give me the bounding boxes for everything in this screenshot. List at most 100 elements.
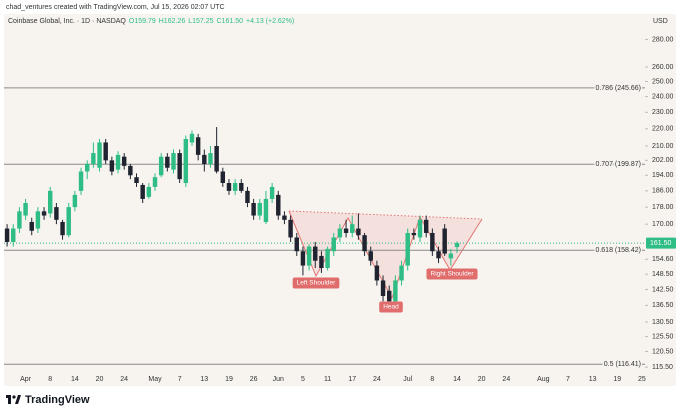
candle-body — [356, 228, 361, 236]
candle-body — [454, 243, 460, 248]
x-tick-label: 20 — [478, 376, 486, 383]
x-tick-label: Apr — [20, 376, 32, 383]
candle-body — [35, 211, 41, 229]
fib-label: 0.707 (199.87) — [595, 161, 641, 168]
candle-body — [337, 228, 343, 238]
candle-body — [442, 228, 447, 254]
header: chad_ventures created with TradingView.c… — [6, 4, 225, 11]
candle-body — [72, 194, 78, 208]
candle-body — [171, 153, 176, 170]
y-tick-label: 260.00 — [652, 64, 674, 71]
candle-body — [294, 237, 299, 252]
candle-body — [245, 190, 250, 204]
candle-body — [29, 221, 34, 231]
candle-body — [152, 177, 158, 187]
y-tick-label: 125.50 — [652, 333, 674, 340]
ohlc-value: H162.26 — [159, 18, 186, 25]
candle-body — [78, 171, 84, 191]
y-tick-label: 170.00 — [652, 221, 674, 228]
fib-label: 0.618 (158.42) — [595, 247, 641, 254]
candle-body — [430, 232, 435, 252]
candle-body — [97, 142, 102, 168]
pattern-label-box — [426, 268, 478, 280]
candle-body — [423, 219, 429, 233]
candle-body — [276, 194, 281, 216]
y-tick-label: 154.60 — [652, 256, 674, 263]
candle-body — [84, 164, 90, 172]
ohlc-value: C161.50 — [217, 18, 244, 25]
y-tick-label: 178.00 — [652, 204, 674, 211]
candle-body — [183, 138, 189, 183]
x-tick-label: 7 — [178, 376, 182, 383]
candle-body — [11, 228, 16, 242]
last-price-box — [646, 237, 676, 249]
x-tick-label: 20 — [96, 376, 104, 383]
candle-body — [134, 177, 139, 183]
candle-body — [362, 235, 367, 252]
pattern-label-box — [379, 301, 403, 313]
candle-body — [448, 253, 454, 259]
candle-body — [288, 219, 293, 238]
pattern-label-text: Left Shoulder — [297, 280, 337, 287]
y-tick-label: 186.00 — [652, 188, 674, 195]
candle-body — [331, 237, 336, 252]
candle-body — [48, 190, 53, 214]
x-tick-label: 13 — [589, 376, 597, 383]
candle-body — [232, 182, 238, 191]
logo: TradingView — [6, 394, 90, 406]
y-tick-label: 280.00 — [652, 36, 674, 43]
x-tick-label: 8 — [48, 376, 52, 383]
candle-body — [158, 156, 164, 176]
candle-body — [282, 215, 287, 220]
currency: USD — [653, 18, 668, 25]
ohlc-value: +4.13 (+2.62%) — [246, 18, 294, 25]
candle-body — [189, 133, 195, 143]
candle-body — [343, 228, 349, 233]
candle-body — [269, 186, 275, 199]
candle-body — [23, 203, 28, 216]
candle-body — [202, 154, 207, 165]
candle-body — [325, 248, 330, 269]
candle-body — [417, 219, 423, 238]
pattern-label-text: Head — [383, 304, 399, 311]
footer-logo: TradingView — [25, 394, 90, 406]
candle-body — [140, 184, 145, 199]
x-tick-label: Aug — [537, 376, 550, 383]
x-tick-label: 11 — [324, 376, 331, 383]
pattern-label: Left Shoulder — [292, 277, 340, 289]
candle-body — [263, 198, 269, 222]
candle-body — [411, 232, 417, 236]
y-tick-label: 220.00 — [652, 126, 674, 133]
candle-body — [399, 265, 404, 281]
y-tick-label: 202.00 — [652, 157, 674, 164]
candle-body — [405, 232, 410, 266]
candle-body — [66, 207, 71, 236]
x-tick-label: 26 — [250, 376, 258, 383]
candle-body — [368, 251, 373, 261]
candle-body — [226, 182, 232, 191]
candle-body — [195, 137, 201, 155]
pattern-label-text: Right Shoulder — [431, 271, 475, 278]
candle-body — [165, 156, 170, 168]
candle-body — [109, 160, 115, 172]
x-tick-label: 24 — [373, 376, 381, 383]
y-tick-label: 250.00 — [652, 78, 674, 85]
candle-body — [91, 153, 96, 165]
candle-body — [257, 203, 263, 216]
x-tick-label: Jul — [403, 376, 412, 383]
fib-label: 0.786 (245.66) — [595, 85, 641, 92]
candle-body — [350, 224, 355, 233]
candle-body — [313, 246, 318, 261]
pattern-fill — [289, 211, 482, 298]
y-tick-label: 115.50 — [652, 364, 673, 371]
candle-body — [220, 171, 226, 183]
y-tick-label: 210.00 — [652, 143, 674, 150]
candle-body — [60, 221, 65, 236]
x-tick-label: 19 — [225, 376, 233, 383]
candle-body — [4, 228, 10, 242]
candle-body — [214, 145, 219, 172]
pattern-label: Right Shoulder — [426, 268, 478, 280]
candle-body — [386, 290, 392, 302]
candle-body — [436, 251, 441, 259]
